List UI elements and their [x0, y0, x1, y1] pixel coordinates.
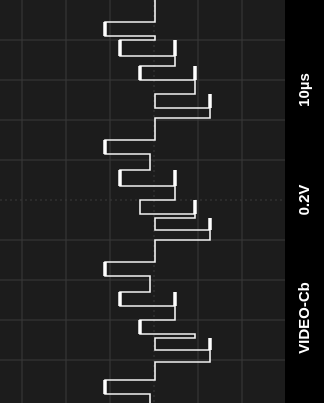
graticule [0, 0, 285, 403]
scale-label: 0.2V [296, 185, 313, 216]
channel-label: VIDEO-Cb [296, 282, 313, 354]
waveform [103, 0, 212, 403]
label-strip [285, 0, 324, 403]
timebase-label: 10µs [296, 73, 313, 107]
